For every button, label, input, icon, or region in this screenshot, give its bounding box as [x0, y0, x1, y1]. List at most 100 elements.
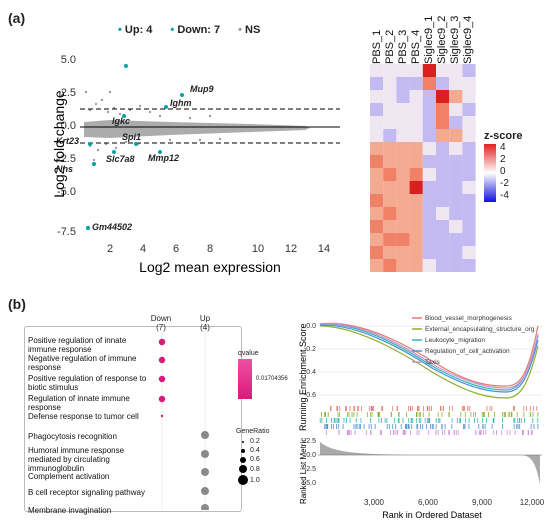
- es-ytick: -0.4: [304, 369, 316, 376]
- gsea-legend-item: Taxis: [425, 359, 441, 366]
- heatmap-cell: [422, 129, 436, 142]
- legend-ns: • NS: [238, 24, 261, 36]
- ma-xtick: 10: [252, 243, 264, 255]
- ma-xtick: 14: [318, 243, 330, 255]
- heatmap-cell: [422, 233, 436, 246]
- ma-legend: • Up: 4 • Down: 7 • NS: [118, 24, 260, 36]
- qvalue-legend: qvalue 0.01704356: [228, 350, 308, 399]
- heatmap-cell: [462, 233, 476, 246]
- heatmap-cell: [422, 116, 436, 129]
- heatmap-cell: [462, 77, 476, 90]
- heatmap-cell: [383, 181, 397, 194]
- heatmap-cell: [462, 246, 476, 259]
- sig-point: [88, 142, 92, 146]
- metric-ytick: 0.0: [306, 452, 316, 459]
- heatmap-cell: [422, 77, 436, 90]
- ns-point-cloud: [84, 120, 310, 138]
- ma-xtick: 4: [140, 243, 146, 255]
- heatmap-cell: [396, 181, 410, 194]
- es-curve-external: [319, 325, 539, 399]
- heatmap-col-label: Siglec9_3: [449, 16, 461, 64]
- es-ytick: -0.6: [304, 392, 316, 399]
- heatmap-cell: [449, 181, 463, 194]
- heatmap-cell: [436, 181, 450, 194]
- heatmap-cell: [449, 233, 463, 246]
- gene-label: Krt23: [56, 136, 79, 146]
- heatmap-cell: [449, 155, 463, 168]
- heatmap-cell: [409, 246, 423, 259]
- es-curve-leukocyte: [319, 323, 539, 391]
- term-label: Complement activation: [28, 472, 110, 481]
- dot: [201, 431, 209, 439]
- sig-point: [112, 150, 116, 154]
- heatmap-cell: [409, 64, 423, 77]
- heatmap-cell: [383, 220, 397, 233]
- ma-xtick: 8: [207, 243, 213, 255]
- dotplot-col-up: Up (4): [199, 314, 211, 332]
- term-label: Membrane invagination: [28, 506, 112, 515]
- dot: [201, 468, 209, 476]
- heatmap-cell: [422, 64, 436, 77]
- heatmap-cell: [449, 194, 463, 207]
- heatmap-cell: [462, 90, 476, 103]
- heatmap-col-label: Siglec9_2: [436, 16, 448, 64]
- heatmap-cell: [462, 103, 476, 116]
- heatmap-cell: [462, 181, 476, 194]
- zscore-legend-title: z-score: [484, 130, 523, 142]
- heatmap-cell: [462, 155, 476, 168]
- ma-xtick: 2: [107, 243, 113, 255]
- sig-point: [158, 150, 162, 154]
- heatmap-cell: [449, 220, 463, 233]
- heatmap-cell: [409, 207, 423, 220]
- sig-point: [180, 93, 184, 97]
- heatmap-cell: [422, 194, 436, 207]
- heatmap-cell: [370, 246, 384, 259]
- sig-point: [124, 64, 128, 68]
- heatmap-cell: [449, 246, 463, 259]
- gsea-plot: Running Enrichment Score Ranked List Met…: [298, 315, 545, 520]
- generatio-tick: 1.0: [250, 476, 260, 484]
- dot: [201, 487, 209, 495]
- gsea-ylabel-top: Running Enrichment Score: [298, 323, 308, 431]
- ma-ytick: 5.0: [61, 54, 76, 66]
- heatmap-cell: [409, 77, 423, 90]
- heatmap-cell: [383, 207, 397, 220]
- term-label: Phagocytosis recognition: [28, 432, 117, 441]
- heatmap-cell: [396, 142, 410, 155]
- gsea-xtick: 12,000: [520, 498, 545, 507]
- legend-up: • Up: 4: [118, 24, 153, 36]
- heatmap-col-label: PBS_1: [371, 30, 383, 64]
- gsea-legend-item: Leukocyte_migration: [425, 337, 485, 344]
- gsea-legend-item: External_encapsulating_structure_org: [425, 326, 535, 333]
- generatio-tick: 0.6: [250, 456, 260, 463]
- heatmap-cell: [383, 77, 397, 90]
- heatmap-cell: [383, 90, 397, 103]
- generatio-tick: 0.4: [250, 447, 260, 454]
- heatmap-cell: [370, 259, 384, 272]
- heatmap-cell: [462, 207, 476, 220]
- ma-plot: 5.0 2.5 0.0 -2.5 -5.0 -7.5 Log2 fold cha…: [51, 54, 340, 275]
- term-label: Negative regulation of immune response: [28, 354, 137, 372]
- heatmap-cell: [383, 103, 397, 116]
- heatmap-cell: [436, 116, 450, 129]
- heatmap-cell: [383, 64, 397, 77]
- heatmap-cell: [462, 168, 476, 181]
- heatmap-cell: [396, 168, 410, 181]
- qvalue-tick: 0.01704356: [256, 376, 288, 382]
- heatmap-cell: [436, 259, 450, 272]
- heatmap-col-label: Siglec9_4: [462, 16, 474, 64]
- heatmap-cell: [383, 168, 397, 181]
- heatmap-cell: [449, 259, 463, 272]
- heatmap-cell: [409, 103, 423, 116]
- heatmap-cell: [422, 259, 436, 272]
- term-label: B cell receptor signaling pathway: [28, 488, 145, 497]
- dot: [158, 375, 166, 383]
- ma-ytick: 2.5: [61, 87, 76, 99]
- heatmap-cell: [436, 194, 450, 207]
- heatmap-cell: [462, 64, 476, 77]
- heatmap-cell: [462, 194, 476, 207]
- legend-down: • Down: 7: [170, 24, 221, 36]
- panel-a-label: (a): [8, 10, 26, 26]
- heatmap-cell: [409, 181, 423, 194]
- heatmap-cell: [422, 155, 436, 168]
